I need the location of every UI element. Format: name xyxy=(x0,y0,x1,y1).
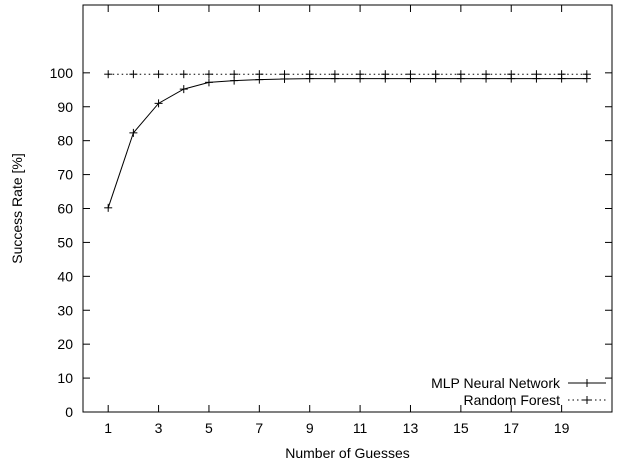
series-2-point xyxy=(557,70,566,79)
x-tick-label: 9 xyxy=(306,420,314,436)
series-2-point xyxy=(255,70,264,79)
series-2-point xyxy=(356,70,365,79)
series-2-point xyxy=(431,70,440,79)
y-tick-label: 60 xyxy=(57,201,73,217)
x-tick-label: 17 xyxy=(503,420,519,436)
y-tick-label: 20 xyxy=(57,336,73,352)
series-2-point xyxy=(230,70,239,79)
y-tick-label: 80 xyxy=(57,133,73,149)
legend-item: MLP Neural Network xyxy=(431,375,606,391)
y-tick-label: 0 xyxy=(65,404,73,420)
series-2-point xyxy=(482,70,491,79)
series-2-point xyxy=(154,70,163,79)
series-2-point xyxy=(129,70,138,79)
y-tick-label: 40 xyxy=(57,268,73,284)
y-axis-label: Success Rate [%] xyxy=(9,153,25,264)
x-axis-label: Number of Guesses xyxy=(285,445,410,461)
series-2-point xyxy=(280,70,289,79)
series-2-point xyxy=(104,70,113,79)
y-tick-label: 50 xyxy=(57,234,73,250)
legend-marker xyxy=(583,396,591,404)
y-tick-label: 70 xyxy=(57,167,73,183)
series-line-1 xyxy=(107,78,587,208)
series-1-point xyxy=(129,128,138,137)
legend-label: MLP Neural Network xyxy=(431,375,561,391)
x-tick-label: 13 xyxy=(403,420,419,436)
x-tick-label: 15 xyxy=(453,420,469,436)
legend-marker xyxy=(583,379,591,387)
x-tick-label: 5 xyxy=(205,420,213,436)
series-2-point xyxy=(204,70,213,79)
series-layer xyxy=(104,70,591,212)
x-tick-label: 3 xyxy=(155,420,163,436)
x-tick-label: 7 xyxy=(255,420,263,436)
legend-item: Random Forest xyxy=(464,392,606,408)
series-2-point xyxy=(456,70,465,79)
series-2-point xyxy=(381,70,390,79)
series-2-point xyxy=(507,70,516,79)
legend-label: Random Forest xyxy=(464,392,561,408)
series-1-point xyxy=(104,203,113,212)
series-1-point xyxy=(154,99,163,108)
series-1-point xyxy=(179,85,188,94)
y-tick-label: 100 xyxy=(50,65,74,81)
x-tick-label: 11 xyxy=(353,420,368,436)
series-2-point xyxy=(305,70,314,79)
plot-frame xyxy=(82,4,613,413)
y-tick-label: 10 xyxy=(57,370,73,386)
y-tick-label: 90 xyxy=(57,99,73,115)
series-1-point xyxy=(204,78,213,87)
series-2-point xyxy=(406,70,415,79)
y-tick-label: 30 xyxy=(57,302,73,318)
series-2-point xyxy=(582,70,591,79)
series-2-point xyxy=(179,70,188,79)
x-tick-label: 1 xyxy=(104,420,112,436)
x-tick-label: 19 xyxy=(554,420,570,436)
series-2-point xyxy=(330,70,339,79)
series-2-point xyxy=(532,70,541,79)
